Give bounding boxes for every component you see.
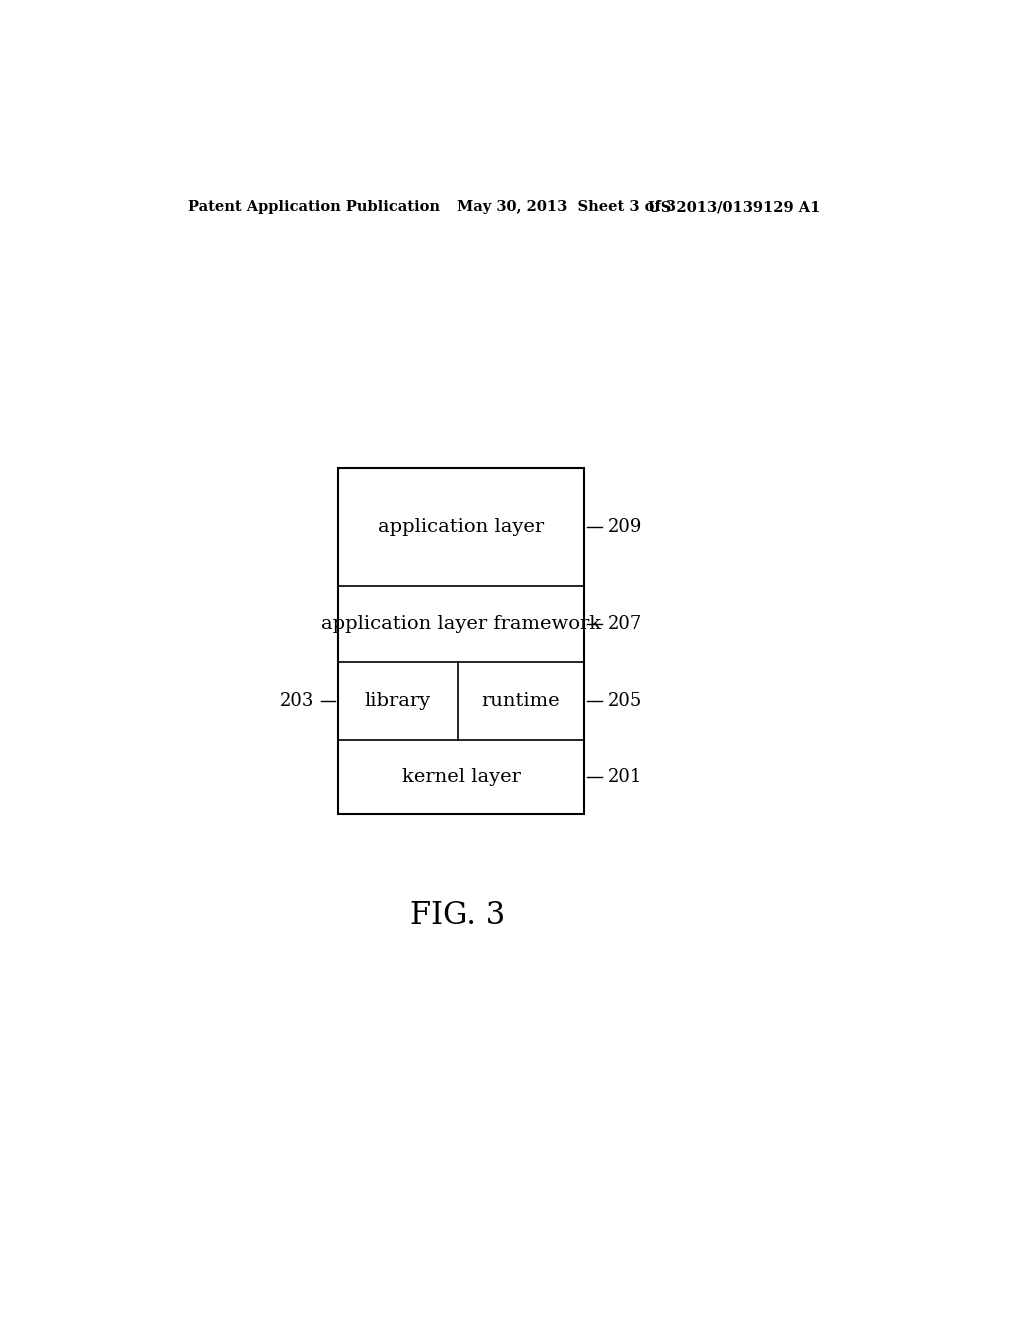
Text: Patent Application Publication: Patent Application Publication (187, 201, 439, 214)
Text: 201: 201 (608, 768, 642, 785)
Text: 203: 203 (281, 692, 314, 710)
Text: library: library (365, 692, 431, 710)
Text: May 30, 2013  Sheet 3 of 3: May 30, 2013 Sheet 3 of 3 (458, 201, 676, 214)
Text: application layer framework: application layer framework (322, 615, 601, 632)
Text: 205: 205 (608, 692, 642, 710)
Bar (338, 469, 585, 814)
Text: kernel layer: kernel layer (401, 768, 521, 785)
Text: FIG. 3: FIG. 3 (410, 900, 505, 931)
Text: US 2013/0139129 A1: US 2013/0139129 A1 (648, 201, 820, 214)
Text: 209: 209 (608, 519, 642, 536)
Text: application layer: application layer (378, 519, 545, 536)
Text: runtime: runtime (481, 692, 560, 710)
Text: 207: 207 (608, 615, 642, 632)
